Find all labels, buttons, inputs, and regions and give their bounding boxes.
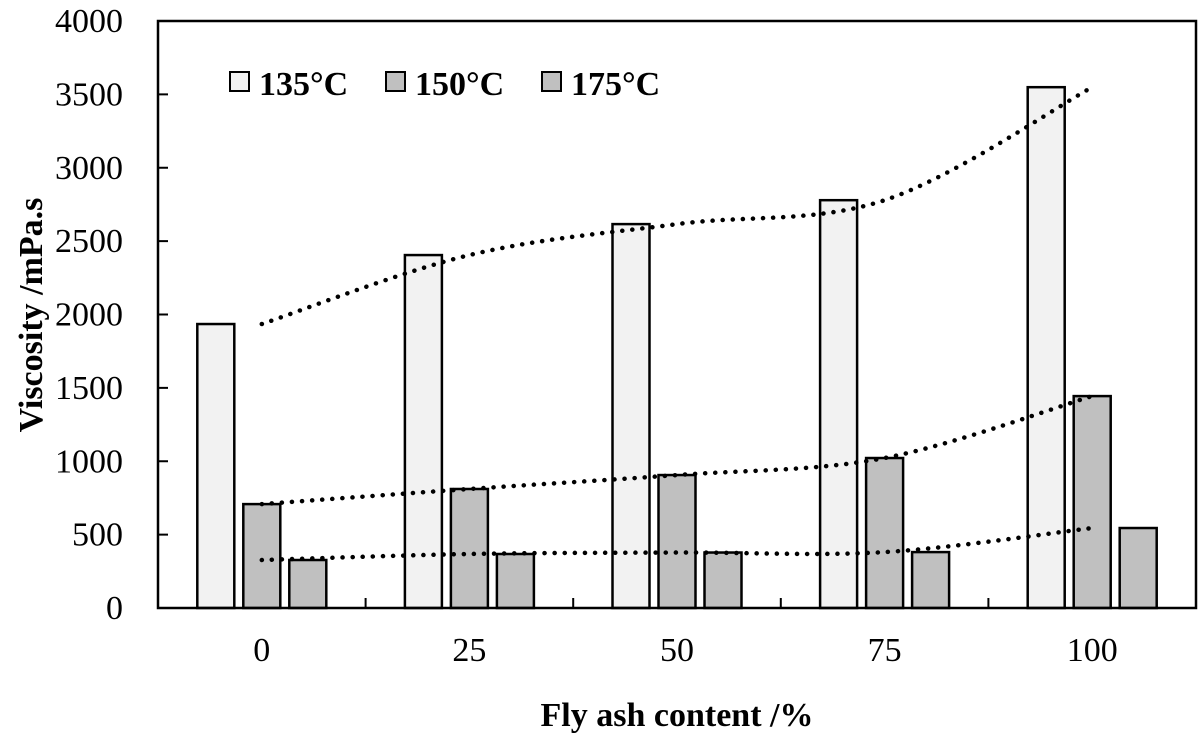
legend-swatch bbox=[229, 71, 250, 92]
y-axis-title: Viscosity /mPa.s bbox=[13, 198, 50, 433]
bar-150c-100 bbox=[1072, 394, 1112, 610]
trendline-135c bbox=[259, 84, 1095, 327]
y-tick-label: 4000 bbox=[55, 3, 123, 40]
trendlines bbox=[259, 84, 1095, 563]
bar-175c-25 bbox=[495, 552, 536, 610]
bars bbox=[196, 85, 1158, 610]
x-tick-label: 25 bbox=[452, 632, 486, 669]
bar-175c-0 bbox=[288, 558, 328, 610]
bar-150c-25 bbox=[449, 487, 490, 610]
y-tick-label: 500 bbox=[72, 517, 123, 554]
bar-175c-75 bbox=[910, 550, 951, 610]
legend-label: 150°C bbox=[415, 66, 504, 103]
bar-135c-0 bbox=[196, 322, 236, 610]
legend-label: 175°C bbox=[571, 66, 660, 103]
y-tick-label: 2500 bbox=[55, 223, 123, 260]
x-axis-title: Fly ash content /% bbox=[541, 697, 814, 734]
bar-150c-50 bbox=[657, 473, 697, 610]
y-tick-label: 3500 bbox=[55, 76, 123, 113]
y-axis: 0 500 1000 1500 2000 2500 3000 3500 4000 bbox=[55, 3, 168, 627]
y-tick-label: 1500 bbox=[55, 370, 123, 407]
legend-swatch bbox=[541, 71, 562, 92]
y-tick-label: 2000 bbox=[55, 297, 123, 334]
legend: 135°C 150°C 175°C bbox=[229, 66, 660, 103]
y-tick-label: 3000 bbox=[55, 150, 123, 187]
legend-label: 135°C bbox=[259, 66, 348, 103]
x-tick-label: 50 bbox=[660, 632, 694, 669]
legend-swatch bbox=[385, 71, 406, 92]
x-axis: 0 25 50 75 100 bbox=[253, 598, 1118, 669]
x-tick-label: 0 bbox=[253, 632, 270, 669]
y-tick-label: 1000 bbox=[55, 443, 123, 480]
bar-135c-75 bbox=[818, 198, 859, 610]
bar-175c-100 bbox=[1118, 526, 1158, 610]
bar-150c-0 bbox=[242, 502, 282, 610]
x-tick-label: 75 bbox=[868, 632, 902, 669]
x-tick-label: 100 bbox=[1067, 632, 1118, 669]
y-tick-label: 0 bbox=[106, 590, 123, 627]
bar-175c-50 bbox=[703, 551, 743, 610]
bar-135c-100 bbox=[1026, 85, 1066, 610]
bar-135c-25 bbox=[403, 253, 444, 610]
trendline-175c bbox=[259, 525, 1095, 563]
trendline-150c bbox=[259, 393, 1095, 507]
bar-150c-75 bbox=[864, 456, 905, 610]
bar-135c-50 bbox=[611, 222, 651, 610]
